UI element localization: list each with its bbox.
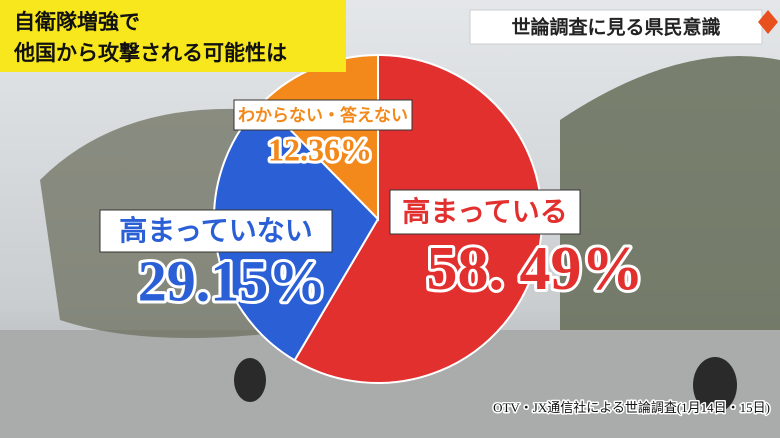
badge-box [469, 9, 763, 45]
helicopter-right [560, 56, 780, 330]
title-line: 自衛隊増強で [14, 10, 140, 34]
category-label: 高まっている [402, 195, 567, 228]
wheel [693, 357, 737, 413]
source: OTV・JX通信社による世論調査(1月14日・15日) [493, 400, 770, 415]
value-label: 58. 49% [427, 235, 644, 303]
title-box [0, 0, 346, 72]
category-label: 高まっていない [119, 214, 312, 247]
badge: 世論調査に見る県民意識 [511, 16, 720, 39]
category-box [233, 99, 413, 131]
value-label: 29.15% [138, 248, 327, 313]
logo [758, 10, 778, 34]
category-box [389, 189, 581, 235]
value-label: 12.36% [268, 131, 372, 167]
wheel [234, 358, 266, 402]
category-box [99, 209, 333, 253]
title-line: 他国から攻撃される可能性は [13, 41, 287, 65]
category-label: わからない・答えない [238, 105, 408, 126]
